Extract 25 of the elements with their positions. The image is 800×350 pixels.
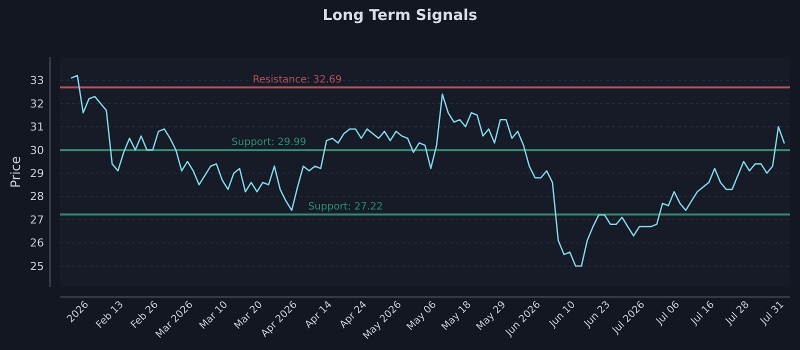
- y-tick-label: 28: [30, 190, 44, 204]
- x-tick-label: Jul 31: [758, 299, 786, 328]
- ref-line-label: Resistance: 32.69: [252, 74, 342, 86]
- y-tick-label: 33: [30, 74, 44, 88]
- x-tick-label: Apr 14: [303, 299, 334, 331]
- y-axis-title: Price: [9, 156, 24, 188]
- x-tick-label: Jul 16: [688, 299, 717, 328]
- y-tick-label: 32: [30, 97, 44, 110]
- x-tick-label: Jun 23: [582, 299, 613, 330]
- x-tick-label: Jun 10: [546, 299, 578, 330]
- line-series: [70, 74, 785, 267]
- ref-line-label: Support: 27.22: [308, 202, 383, 213]
- y-tick-label: 25: [30, 260, 44, 273]
- y-tick-label: 29: [30, 167, 44, 180]
- y-tick-label: 30: [30, 144, 44, 157]
- ref-line-label: Support: 29.99: [232, 137, 306, 148]
- y-tick-label: 26: [30, 236, 44, 250]
- x-tick-label: Jul 06: [654, 299, 682, 328]
- y-tick-label: 27: [30, 213, 44, 226]
- x-tick-label: Mar 10: [198, 299, 230, 332]
- x-tick-label: Feb 13: [94, 299, 126, 331]
- x-tick-label: Apr 24: [338, 299, 370, 331]
- x-tick-label: Jul 28: [723, 299, 752, 328]
- chart-title: Long Term Signals: [322, 6, 478, 24]
- y-tick-label: 31: [30, 120, 44, 134]
